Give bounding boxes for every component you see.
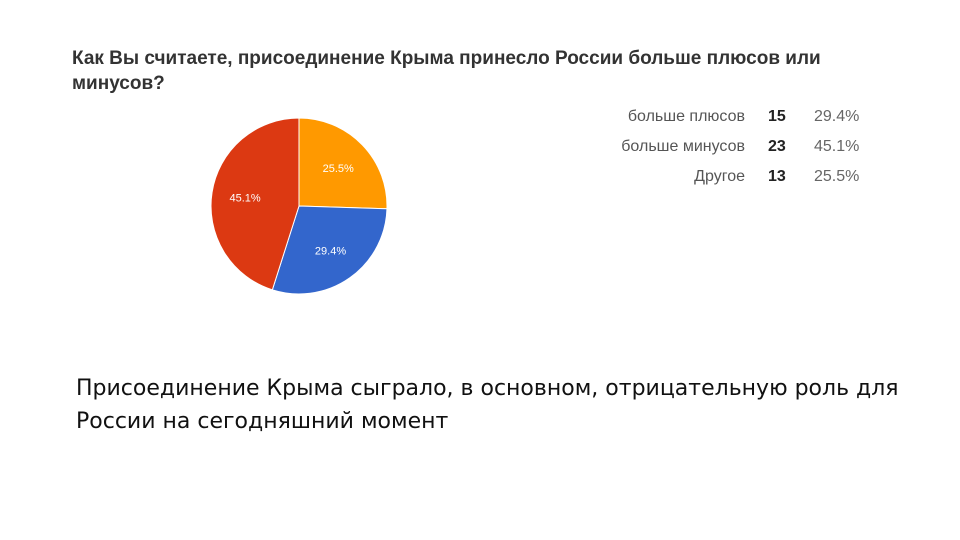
legend-row: Другое 13 25.5%	[560, 164, 880, 194]
legend-percent: 29.4%	[814, 108, 860, 125]
legend-count: 13	[768, 168, 786, 185]
pie-slice	[210, 117, 300, 291]
question-title: Как Вы считаете, присоединение Крыма при…	[72, 48, 821, 94]
legend-row: больше минусов 23 45.1%	[560, 134, 880, 164]
slice-label: 25.5%	[323, 163, 354, 175]
legend-row: больше плюсов 15 29.4%	[560, 104, 880, 134]
pie-slice	[271, 205, 388, 295]
legend-label: больше минусов	[621, 138, 745, 155]
pie-slice	[298, 117, 388, 210]
legend-percent: 25.5%	[814, 168, 860, 185]
legend-count: 23	[768, 138, 786, 155]
slice-label: 29.4%	[315, 246, 346, 258]
legend-percent: 45.1%	[814, 138, 860, 155]
legend-label: Другое	[694, 168, 745, 185]
legend: больше плюсов 15 29.4% больше минусов 23…	[560, 104, 880, 194]
slice-label: 45.1%	[229, 193, 260, 205]
conclusion-caption: Присоединение Крыма сыграло, в основном,…	[76, 376, 899, 434]
legend-label: больше плюсов	[627, 108, 745, 125]
legend-count: 15	[768, 108, 786, 125]
